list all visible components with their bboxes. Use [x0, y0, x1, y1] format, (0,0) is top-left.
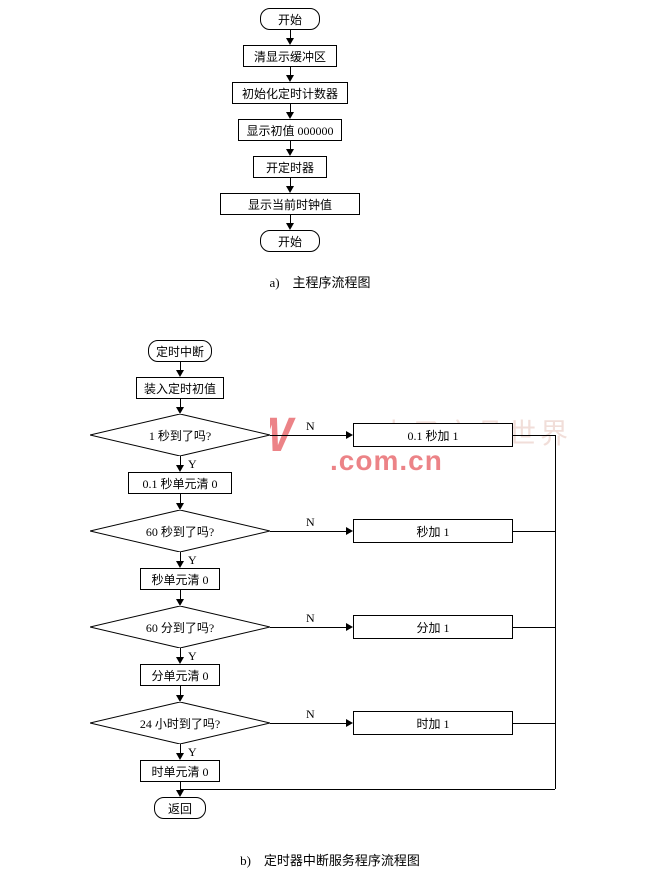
flow-node: 显示当前时钟值 — [220, 193, 360, 215]
yes-label: Y — [188, 553, 197, 568]
flow-node: 时加 1 — [353, 711, 513, 735]
flow-node: 清显示缓冲区 — [243, 45, 337, 67]
flow-decision: 60 秒到了吗? — [90, 510, 270, 552]
flow-node: 返回 — [154, 797, 206, 819]
flow-node: 显示初值 000000 — [238, 119, 342, 141]
flow-decision: 60 分到了吗? — [90, 606, 270, 648]
no-label: N — [306, 707, 315, 722]
flow-node: 0.1 秒单元清 0 — [128, 472, 232, 494]
flow-node: 装入定时初值 — [136, 377, 224, 399]
no-label: N — [306, 611, 315, 626]
flow-node: 分单元清 0 — [140, 664, 220, 686]
flow-decision: 1 秒到了吗? — [90, 414, 270, 456]
no-label: N — [306, 419, 315, 434]
yes-label: Y — [188, 745, 197, 760]
flow-node: 0.1 秒加 1 — [353, 423, 513, 447]
flow-node: 开定时器 — [253, 156, 327, 178]
flow-node: 秒加 1 — [353, 519, 513, 543]
yes-label: Y — [188, 457, 197, 472]
no-label: N — [306, 515, 315, 530]
flow-node: 时单元清 0 — [140, 760, 220, 782]
flow-node: 初始化定时计数器 — [232, 82, 348, 104]
yes-label: Y — [188, 649, 197, 664]
caption-a: a) 主程序流程图 — [200, 272, 440, 291]
flow-decision: 24 小时到了吗? — [90, 702, 270, 744]
canvas: 开始清显示缓冲区初始化定时计数器显示初值 000000开定时器显示当前时钟值开始… — [0, 0, 652, 875]
flow-node: 开始 — [260, 8, 320, 30]
flow-node: 分加 1 — [353, 615, 513, 639]
flow-node: 开始 — [260, 230, 320, 252]
caption-b: b) 定时器中断服务程序流程图 — [170, 850, 490, 869]
flow-node: 秒单元清 0 — [140, 568, 220, 590]
flow-node: 定时中断 — [148, 340, 212, 362]
